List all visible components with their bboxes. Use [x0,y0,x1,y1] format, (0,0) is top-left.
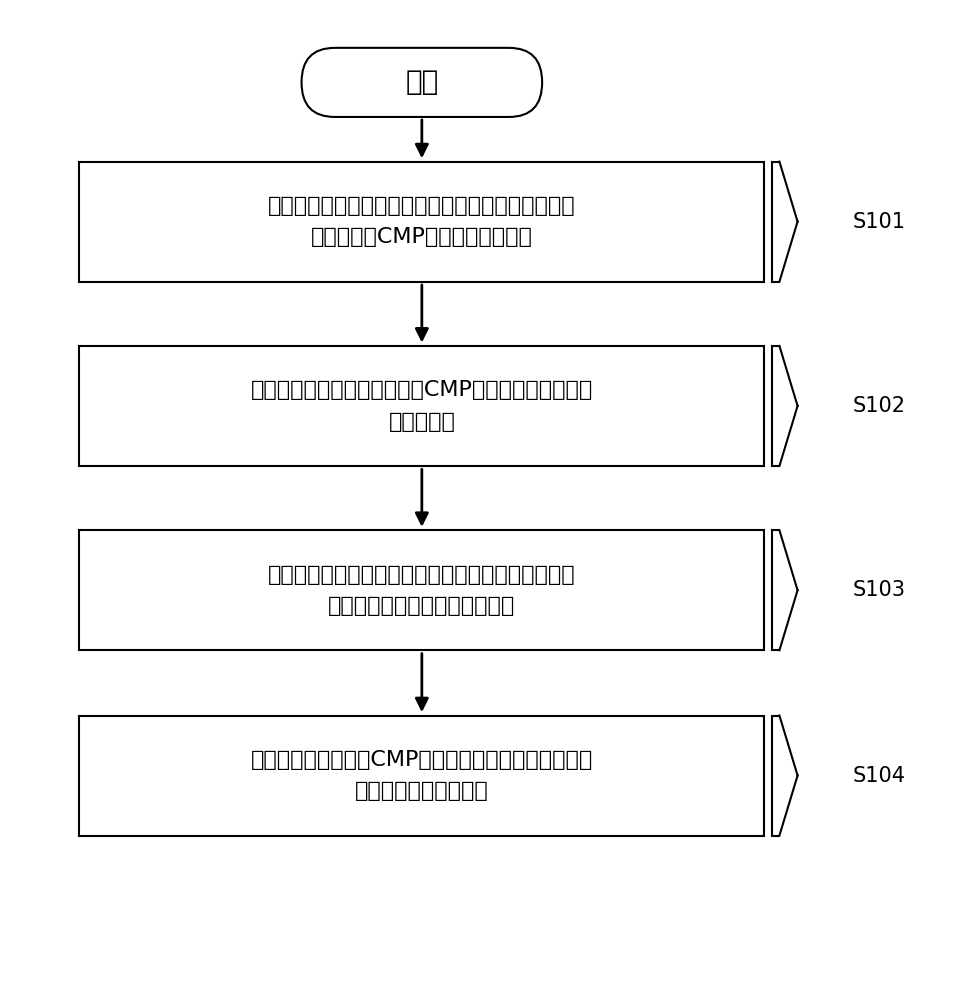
FancyBboxPatch shape [302,48,542,117]
Text: S102: S102 [852,396,905,416]
Text: S103: S103 [852,580,905,600]
FancyBboxPatch shape [79,530,764,650]
Text: 刻蚀栅极介质层、金属栅极、CMP停止层、多晶硅层形
成栅极堆叠: 刻蚀栅极介质层、金属栅极、CMP停止层、多晶硅层形 成栅极堆叠 [251,380,593,432]
Text: S101: S101 [852,212,905,232]
Text: S104: S104 [852,766,905,786]
FancyBboxPatch shape [79,162,764,282]
Text: 开始: 开始 [405,68,439,96]
Text: 执行平坦化处理，使CMP停止层暴露出来，并与第一层
间介质层的上表面齐平: 执行平坦化处理，使CMP停止层暴露出来，并与第一层 间介质层的上表面齐平 [251,750,593,801]
FancyBboxPatch shape [79,716,764,836]
FancyBboxPatch shape [79,346,764,466]
Text: 在半导体衬底上形成第一层间介质层，以覆盖半导体
衬底上的栅极堆叠及其两侧部分: 在半导体衬底上形成第一层间介质层，以覆盖半导体 衬底上的栅极堆叠及其两侧部分 [268,565,576,616]
Text: 提供一半导体衬底，在衬底上依次形成栅极介质层、
金属栅极、CMP停止层、多晶硅层: 提供一半导体衬底，在衬底上依次形成栅极介质层、 金属栅极、CMP停止层、多晶硅层 [268,196,576,247]
